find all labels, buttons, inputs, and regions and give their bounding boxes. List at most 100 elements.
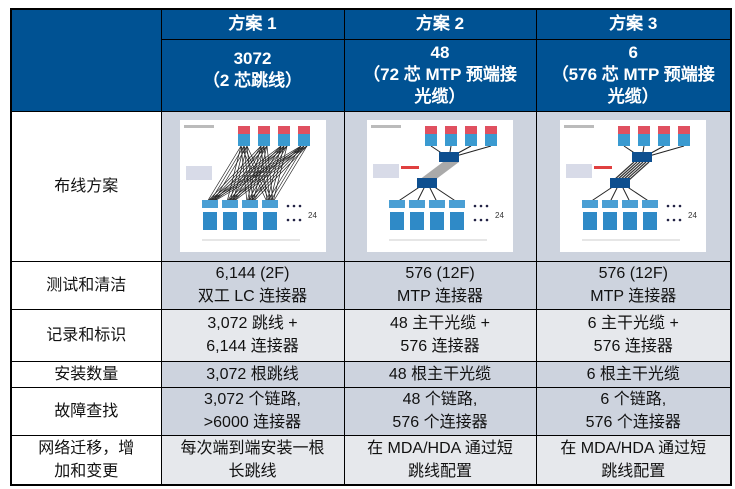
hda-box xyxy=(417,178,437,188)
server-icon xyxy=(623,212,638,230)
value-cell: 6 主干光缆 + 576 连接器 xyxy=(535,308,732,362)
value-cell: 576 (12F) MTP 连接器 xyxy=(535,260,732,310)
ellipsis-dot xyxy=(473,204,477,208)
core-switch-icon xyxy=(277,134,290,146)
access-switch-icon xyxy=(602,200,619,208)
access-switch-icon xyxy=(622,200,639,208)
row-label: 布线方案 xyxy=(10,110,162,262)
value-line: 576 个连接器 xyxy=(585,414,681,431)
option-1-summary: 3072 （2 芯跳线） xyxy=(160,38,345,112)
option-2-summary: 48 （72 芯 MTP 预端接光缆） xyxy=(343,38,537,112)
value-line: 6 主干光缆 + xyxy=(587,315,679,332)
row-label: 故障查找 xyxy=(10,386,162,436)
core-switch-icon xyxy=(658,134,671,146)
core-switch-icon xyxy=(678,126,691,134)
hda-box xyxy=(610,178,631,188)
ellipsis-dot xyxy=(292,218,295,222)
core-switch-icon xyxy=(638,126,651,134)
backbone-cable xyxy=(619,161,641,181)
access-switch-icon xyxy=(261,200,278,208)
option-2-title: 方案 2 xyxy=(343,8,537,40)
value-cell: 在 MDA/HDA 通过短 跳线配置 xyxy=(535,434,732,486)
ellipsis-dot xyxy=(473,218,477,222)
table-row: 故障查找 3,072 个链路, >6000 连接器 48 个链路, 576 个连接器 6 … xyxy=(10,386,732,436)
access-switch-icon xyxy=(409,200,425,208)
value-line: 在 MDA/HDA 通过短 xyxy=(560,439,707,457)
core-switch-icon xyxy=(425,134,437,146)
core-switch-icon xyxy=(277,126,290,134)
server-icon xyxy=(410,212,424,230)
ellipsis-dot xyxy=(678,218,682,222)
core-switch-icon xyxy=(297,134,310,146)
backbone-cable xyxy=(613,161,635,181)
cabling-diagram-cell: 24 xyxy=(535,110,732,262)
ellipsis-dot xyxy=(298,204,301,208)
ellipsis-dot xyxy=(479,204,483,208)
jumper-line xyxy=(246,145,301,203)
value-line: 48 主干光缆 + xyxy=(389,315,491,332)
value-line: 跳线配置 xyxy=(601,462,666,480)
value-line: 跳线配置 xyxy=(407,462,472,480)
server-icon xyxy=(202,212,217,230)
ellipsis-dot xyxy=(666,204,670,208)
value-line: 在 MDA/HDA 通过短 xyxy=(367,439,513,457)
value-line: 6,144 (2F) xyxy=(215,265,290,282)
jumper-line xyxy=(266,145,301,203)
value-line: 576 个连接器 xyxy=(392,414,488,431)
core-switch-icon xyxy=(485,126,497,134)
option-count: 3072 xyxy=(233,48,272,68)
server-icon xyxy=(643,212,658,230)
ellipsis-dot xyxy=(485,218,489,222)
label-placeholder xyxy=(564,125,595,128)
value-line: 双工 LC 连接器 xyxy=(197,288,308,305)
core-switch-icon xyxy=(257,126,270,134)
server-icon xyxy=(390,212,404,230)
ellipsis-dot xyxy=(672,218,676,222)
core-switch-icon xyxy=(445,134,457,146)
ellipsis-dot xyxy=(479,218,483,222)
row-label: 安装数量 xyxy=(10,360,162,388)
value-cell: 48 根主干光缆 xyxy=(343,360,537,388)
ellipsis-dot xyxy=(286,218,289,222)
value-cell: 每次端到端安装一根 长跳线 xyxy=(160,434,345,486)
label-placeholder xyxy=(371,125,401,128)
access-switch-icon xyxy=(449,200,465,208)
value-cell: 576 (12F) MTP 连接器 xyxy=(343,260,537,310)
backbone-label xyxy=(401,166,419,169)
access-switch-icon xyxy=(241,200,258,208)
rack-count-label: 24 xyxy=(495,211,504,220)
option-3-title: 方案 3 xyxy=(535,8,732,40)
value-cell: 48 个链路, 576 个连接器 xyxy=(343,386,537,436)
table-row: 网络迁移，增 加和变更 每次端到端安装一根 长跳线在 MDA/HDA 通过短 跳线配置在… xyxy=(10,434,732,486)
value-line: 6,144 连接器 xyxy=(206,338,299,355)
core-switch-icon xyxy=(297,126,310,134)
cabling-diagram-image: 24 xyxy=(179,120,326,252)
rack-count-label: 24 xyxy=(308,211,317,220)
backbone-cable xyxy=(616,161,638,181)
row-label: 记录和标识 xyxy=(10,308,162,362)
value-line: 48 个链路, xyxy=(402,391,478,408)
comparison-table: 方案 1 方案 2 方案 3 3072 （2 芯跳线） 48 （72 芯 MTP 预… xyxy=(10,8,732,486)
option-desc: （72 芯 MTP 预端接光缆） xyxy=(363,65,517,106)
jumper-line xyxy=(206,145,241,203)
core-switch-icon xyxy=(638,134,651,146)
server-icon xyxy=(430,212,444,230)
core-switch-icon xyxy=(618,126,631,134)
server-icon xyxy=(222,212,237,230)
value-line: 6 根主干光缆 xyxy=(586,365,680,383)
value-line: 576 (12F) xyxy=(598,265,668,282)
jumper-line xyxy=(226,145,301,203)
value-cell: 48 主干光缆 + 576 连接器 xyxy=(343,308,537,362)
access-switch-icon xyxy=(221,200,238,208)
cabling-diagram-image: 24 xyxy=(560,120,707,252)
core-switch-icon xyxy=(257,134,270,146)
value-cell: 3,072 跳线 + 6,144 连接器 xyxy=(160,308,345,362)
option-count: 48 xyxy=(430,43,450,62)
ellipsis-dot xyxy=(286,204,289,208)
value-cell: 3,072 个链路, >6000 连接器 xyxy=(160,386,345,436)
backbone-label xyxy=(594,166,613,169)
core-switch-icon xyxy=(425,126,437,134)
corner-header xyxy=(10,8,162,112)
ellipsis-dot xyxy=(672,204,676,208)
core-switch-icon xyxy=(678,134,691,146)
